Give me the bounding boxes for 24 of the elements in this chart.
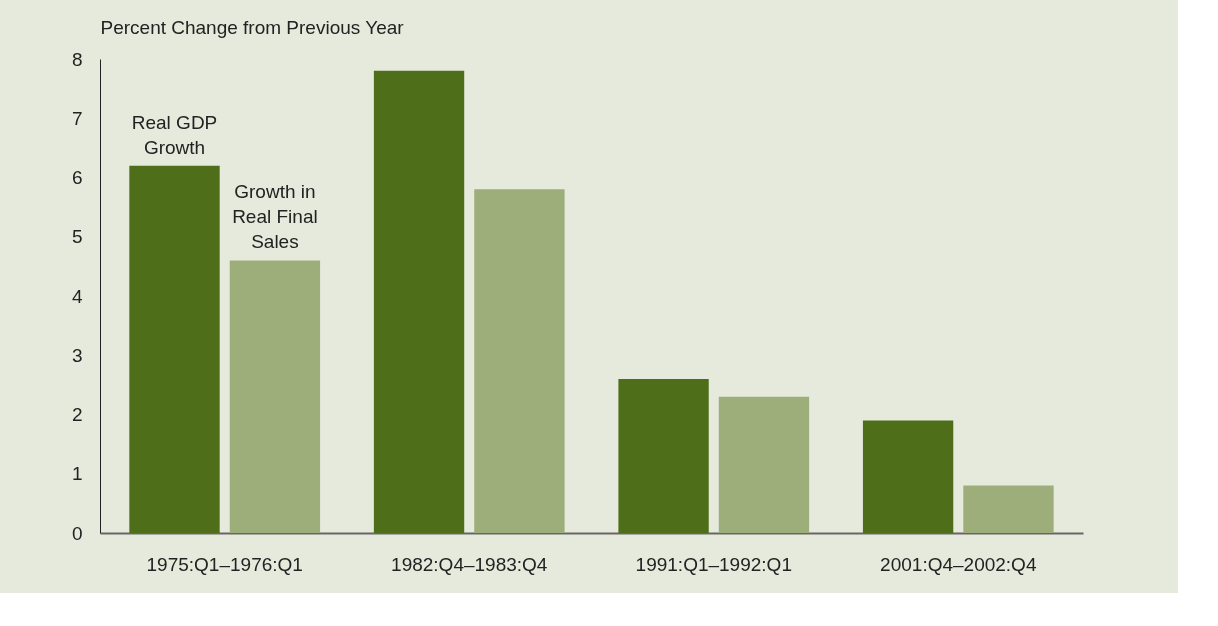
bar bbox=[618, 378, 709, 533]
x-tick-label: 1975:Q1–1976:Q1 bbox=[146, 553, 303, 575]
y-tick-label: 5 bbox=[71, 226, 83, 248]
y-tick-label: 8 bbox=[71, 48, 83, 70]
series-label: Real GDP Growth bbox=[131, 111, 218, 158]
bar bbox=[229, 260, 321, 533]
x-tick-label: 2001:Q4–2002:Q4 bbox=[880, 553, 1037, 575]
y-tick-label: 6 bbox=[71, 167, 83, 188]
series-label: Growth in Real Final Sales bbox=[232, 181, 318, 253]
x-tick-label: 1982:Q4–1983:Q4 bbox=[391, 553, 548, 575]
y-tick-label: 4 bbox=[71, 285, 83, 307]
bar bbox=[862, 420, 954, 533]
y-tick-label: 7 bbox=[71, 107, 83, 129]
y-tick-label: 0 bbox=[71, 522, 83, 544]
y-tick-label: 2 bbox=[71, 404, 83, 425]
bar bbox=[718, 396, 810, 533]
bar bbox=[129, 165, 220, 533]
bar bbox=[963, 485, 1054, 533]
x-tick-label: 1991:Q1–1992:Q1 bbox=[635, 553, 792, 575]
y-axis-title: Percent Change from Previous Year bbox=[100, 16, 405, 38]
bar bbox=[474, 189, 565, 533]
bar bbox=[373, 70, 465, 533]
y-tick-label: 3 bbox=[71, 344, 83, 366]
y-tick-label: 1 bbox=[71, 463, 83, 485]
